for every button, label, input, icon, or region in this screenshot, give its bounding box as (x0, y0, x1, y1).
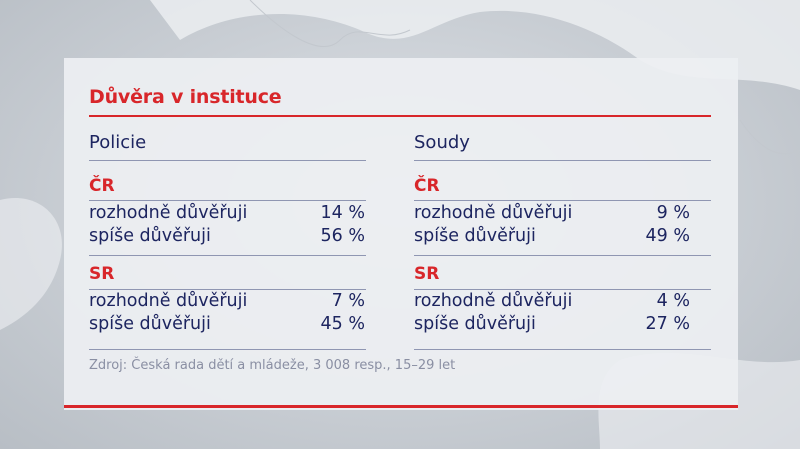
row-value: 9 % (656, 203, 690, 223)
column-heading: Policie (89, 132, 147, 153)
data-row: rozhodně důvěřuji 14 % (89, 203, 365, 227)
divider (89, 349, 366, 350)
country-label: ČR (89, 176, 115, 196)
column-heading: Soudy (414, 132, 470, 153)
row-label: rozhodně důvěřuji (414, 203, 573, 223)
info-panel (64, 58, 738, 410)
row-value: 56 % (320, 226, 365, 246)
row-value: 4 % (656, 291, 690, 311)
divider (414, 200, 711, 201)
row-label: rozhodně důvěřuji (89, 203, 248, 223)
data-row: rozhodně důvěřuji 7 % (89, 291, 365, 315)
divider (414, 255, 711, 256)
divider (89, 255, 366, 256)
column-policie: Policie ČR rozhodně důvěřuji 14 % spíše … (89, 0, 367, 449)
data-row: rozhodně důvěřuji 4 % (414, 291, 690, 315)
country-label: ČR (414, 176, 440, 196)
divider (414, 160, 711, 161)
row-value: 14 % (320, 203, 365, 223)
title-divider (89, 115, 711, 117)
row-label: spíše důvěřuji (89, 314, 211, 334)
data-row: spíše důvěřuji 56 % (89, 226, 365, 250)
divider (414, 349, 711, 350)
divider (89, 289, 366, 290)
row-value: 45 % (320, 314, 365, 334)
country-label: SR (89, 264, 115, 284)
divider (89, 200, 366, 201)
row-value: 27 % (645, 314, 690, 334)
data-row: spíše důvěřuji 27 % (414, 314, 690, 338)
panel-title: Důvěra v instituce (89, 86, 282, 108)
source-note: Zdroj: Česká rada dětí a mládeže, 3 008 … (89, 358, 456, 373)
data-row: rozhodně důvěřuji 9 % (414, 203, 690, 227)
bottom-accent-line (64, 405, 738, 408)
row-value: 49 % (645, 226, 690, 246)
divider (414, 289, 711, 290)
row-label: spíše důvěřuji (414, 314, 536, 334)
row-label: spíše důvěřuji (414, 226, 536, 246)
row-value: 7 % (331, 291, 365, 311)
country-label: SR (414, 264, 440, 284)
data-row: spíše důvěřuji 49 % (414, 226, 690, 250)
row-label: rozhodně důvěřuji (414, 291, 573, 311)
row-label: spíše důvěřuji (89, 226, 211, 246)
column-soudy: Soudy ČR rozhodně důvěřuji 9 % spíše dův… (414, 0, 711, 449)
data-row: spíše důvěřuji 45 % (89, 314, 365, 338)
divider (89, 160, 366, 161)
row-label: rozhodně důvěřuji (89, 291, 248, 311)
